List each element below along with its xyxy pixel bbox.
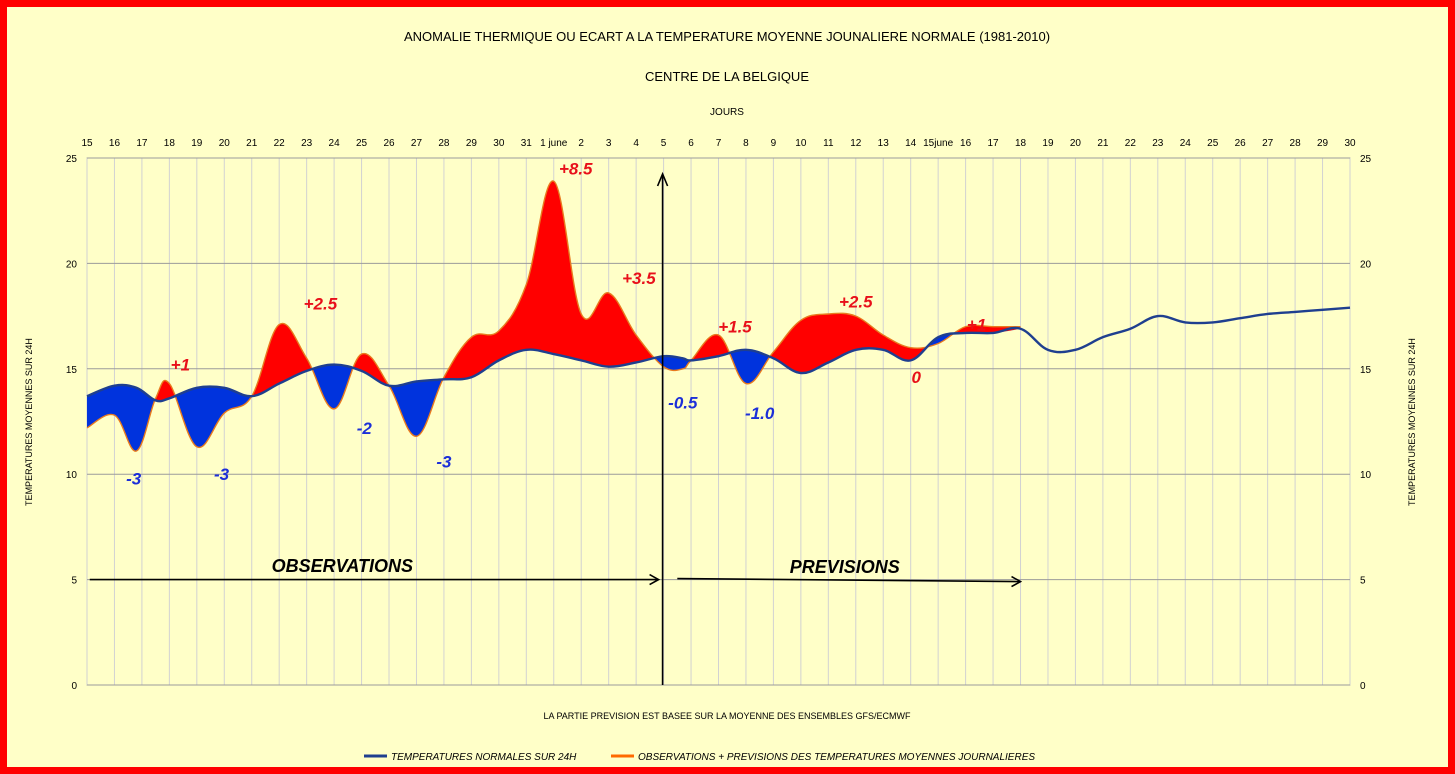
warm-anomaly-label: +3.5 [622,269,656,288]
now-separator-arrowhead [656,171,669,187]
previsions-arrowhead [1011,575,1023,588]
x-tick-label: 3 [606,138,612,149]
y-tick-label-left: 25 [66,154,78,165]
y-tick-label-left: 15 [66,365,78,376]
x-tick-label: 24 [1180,138,1192,149]
x-tick-label: 26 [1235,138,1247,149]
x-tick-label: 9 [771,138,777,149]
warm-anomaly-label: +2.5 [304,294,338,313]
chart-title: ANOMALIE THERMIQUE OU ECART A LA TEMPERA… [404,29,1050,44]
cold-anomaly-label: -0.5 [668,394,698,413]
x-tick-label: 29 [1317,138,1329,149]
y-tick-label-right: 15 [1360,365,1372,376]
y-tick-label-right: 25 [1360,154,1372,165]
x-tick-label: 23 [301,138,313,149]
x-tick-label: 23 [1152,138,1164,149]
warm-anomaly-label: +2.5 [839,292,873,311]
chart-frame: 15 16 17 18 19 20 21 22 23 24 25 26 27 28 29 30 31 1 june… [7,7,1448,767]
footer-note: LA PARTIE PREVISION EST BASEE SUR LA MOY… [543,711,911,721]
period-arrows: OBSERVATIONS PREVISIONS [89,171,1023,685]
x-tick-label: 24 [329,138,341,149]
previsions-arrow [677,577,1021,583]
x-tick-label: 1 june [540,138,568,149]
warm-anomaly-label: +1 [171,356,190,375]
x-tick-label: 25 [1207,138,1219,149]
top-axis-label: JOURS [710,107,744,118]
y-tick-label-left: 5 [71,576,77,587]
x-tick-label: 22 [1125,138,1137,149]
y-tick-label-left: 20 [66,259,78,270]
annotations: -3 +1 -3 +2.5 -2 -3 +8.5 +3.5 -0.5 +1.5 -1.0 +2.5 0 +… [126,160,986,489]
observed-series-line [86,180,1021,452]
cold-anomaly-area [87,328,1021,452]
previsions-label: PREVISIONS [790,557,900,577]
x-tick-label: 29 [466,138,478,149]
x-tick-label: 19 [191,138,203,149]
x-tick-label: 20 [219,138,231,149]
cold-anomaly-label: -3 [436,453,452,472]
y-tick-label-right: 10 [1360,470,1372,481]
y-axis-label-left: TEMPERATURES MOYENNES SUR 24H [24,338,34,506]
x-tick-label: 2 [578,138,584,149]
x-tick-label: 28 [1290,138,1302,149]
x-tick-label: 28 [438,138,450,149]
x-tick-label: 8 [743,138,749,149]
x-tick-label: 17 [988,138,1000,149]
y-tick-label-right: 5 [1360,576,1366,587]
x-tick-label: 6 [688,138,694,149]
x-tick-label: 26 [383,138,395,149]
x-tick-label: 15june [923,138,953,149]
cold-anomaly-label: -3 [126,469,142,488]
y-tick-label-left: 10 [66,470,78,481]
y-tick-label-left: 0 [71,681,77,692]
temperature-anomaly-chart: 15 16 17 18 19 20 21 22 23 24 25 26 27 28 29 30 31 1 june… [24,29,1417,763]
x-tick-label: 21 [246,138,258,149]
x-tick-label: 22 [274,138,286,149]
tick-labels: 15 16 17 18 19 20 21 22 23 24 25 26 27 28 29 30 31 1 june… [66,138,1372,692]
series-lines [86,180,1351,452]
x-tick-label: 25 [356,138,368,149]
warm-anomaly-label: +8.5 [559,160,593,179]
x-tick-label: 31 [521,138,533,149]
x-tick-label: 30 [493,138,505,149]
observations-label: OBSERVATIONS [272,556,413,576]
x-tick-label: 16 [960,138,972,149]
grid [86,157,1351,686]
x-tick-label: 10 [795,138,807,149]
warm-anomaly-label: +1.5 [718,318,752,337]
y-tick-label-right: 20 [1360,259,1372,270]
cold-anomaly-label: -2 [357,419,373,438]
x-tick-label: 18 [1015,138,1027,149]
cold-anomaly-label: -1.0 [745,404,775,423]
x-tick-label: 27 [411,138,423,149]
x-tick-label: 19 [1042,138,1054,149]
x-tick-label: 16 [109,138,121,149]
x-tick-label: 30 [1344,138,1356,149]
warm-anomaly-label: +1 [967,316,986,335]
y-axis-label-right: TEMPERATURES MOYENNES SUR 24H [1407,338,1417,506]
legend-label-observed: OBSERVATIONS + PREVISIONS DES TEMPERATUR… [638,752,1035,763]
x-tick-label: 21 [1097,138,1109,149]
observations-arrowhead [649,573,661,586]
x-tick-label: 13 [878,138,890,149]
x-tick-label: 11 [823,138,834,149]
legend: TEMPERATURES NORMALES SUR 24H OBSERVATIO… [364,752,1035,763]
x-tick-label: 4 [633,138,639,149]
x-tick-label: 14 [905,138,917,149]
anomaly-fills [87,181,1021,452]
x-tick-label: 12 [850,138,862,149]
cold-anomaly-label: -3 [214,465,230,484]
legend-label-normal: TEMPERATURES NORMALES SUR 24H [391,752,577,763]
x-tick-label: 20 [1070,138,1082,149]
chart-subtitle: CENTRE DE LA BELGIQUE [645,69,809,84]
x-tick-label: 18 [164,138,176,149]
warm-anomaly-label: 0 [911,368,921,387]
x-tick-label: 27 [1262,138,1274,149]
x-tick-label: 7 [716,138,722,149]
x-tick-label: 17 [136,138,148,149]
y-tick-label-right: 0 [1360,681,1366,692]
x-tick-label: 5 [661,138,667,149]
x-tick-label: 15 [81,138,93,149]
normal-series-line [86,306,1351,403]
